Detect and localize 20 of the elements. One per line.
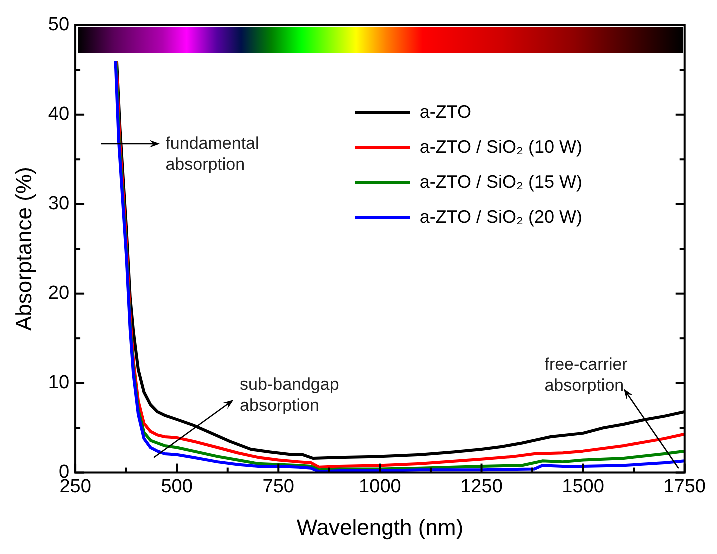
annotation: free-carrier absorption [544,354,628,396]
x-axis-title: Wavelength (nm) [296,514,464,540]
x-tick-label: 1250 [460,476,503,498]
annotation: fundamental absorption [166,132,260,175]
y-tick-label: 30 [48,194,70,215]
annotation: sub-bandgap absorption [240,374,340,416]
legend-label: a-ZTO / SiO₂ (10 W) [420,137,583,158]
legend-label: a-ZTO / SiO₂ (20 W) [420,207,583,228]
y-tick-label: 50 [48,14,70,36]
y-tick-label: 40 [48,104,70,126]
x-tick-label: 1750 [664,476,706,498]
legend-label: a-ZTO / SiO₂ (15 W) [420,172,583,194]
x-tick-label: 1000 [359,476,402,498]
y-tick-label: 20 [48,283,70,304]
x-tick-label: 500 [161,476,193,498]
legend-label: a-ZTO [420,102,472,124]
y-tick-label: 10 [48,372,70,394]
x-tick-label: 750 [262,476,294,498]
x-tick-label: 1500 [562,476,604,498]
y-axis-title: Absorptance (%) [11,167,36,332]
